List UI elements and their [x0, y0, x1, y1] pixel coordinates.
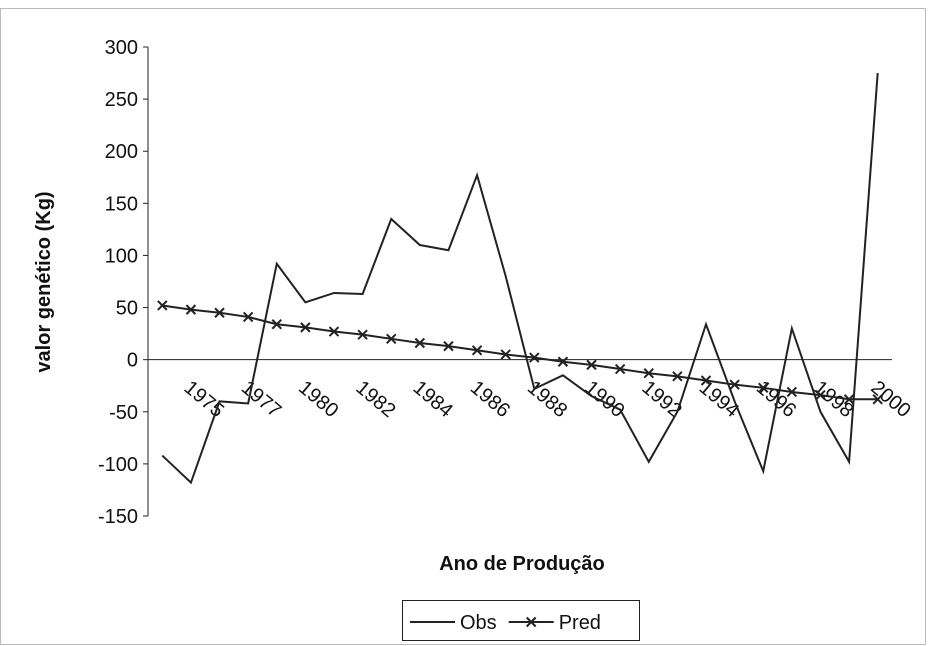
marker	[815, 389, 826, 401]
marker	[242, 311, 254, 323]
y-tick-label: 100	[105, 245, 138, 267]
series-line	[161, 72, 879, 485]
marker	[529, 352, 540, 363]
x-axis-title: Ano de Produção	[439, 553, 605, 575]
y-tick-label: 150	[105, 193, 138, 215]
marker	[843, 394, 855, 405]
marker	[586, 359, 597, 371]
y-axis-title: valor genético (Kg)	[33, 191, 55, 372]
marker	[185, 304, 197, 315]
y-tick-label: -50	[109, 402, 138, 424]
marker	[729, 379, 740, 390]
y-tick-label: 50	[116, 298, 138, 320]
marker	[758, 382, 769, 394]
marker	[700, 375, 712, 386]
marker	[557, 356, 569, 367]
marker	[672, 371, 683, 382]
marker	[614, 363, 626, 375]
legend-marker	[525, 616, 537, 628]
legend-label: Pred	[559, 612, 601, 634]
marker	[872, 394, 883, 405]
y-tick-label: -150	[98, 506, 138, 528]
marker	[414, 337, 426, 349]
y-tick-label: 250	[105, 89, 138, 111]
y-tick-label: 200	[105, 141, 138, 163]
marker	[214, 307, 225, 318]
marker	[357, 329, 368, 340]
y-tick-label: -100	[98, 454, 138, 476]
marker	[300, 322, 311, 333]
marker	[443, 340, 454, 352]
y-tick-label: 0	[127, 350, 138, 372]
y-tick-label: 300	[105, 37, 138, 59]
marker	[471, 345, 483, 356]
marker	[643, 368, 654, 379]
marker	[786, 386, 798, 398]
chart-frame	[0, 8, 926, 645]
series-line	[162, 304, 878, 401]
legend-box	[402, 600, 640, 641]
marker	[271, 319, 282, 330]
marker	[157, 300, 168, 311]
marker	[386, 333, 397, 345]
marker	[500, 349, 511, 360]
marker	[328, 326, 340, 337]
legend-label: Obs	[460, 612, 497, 634]
